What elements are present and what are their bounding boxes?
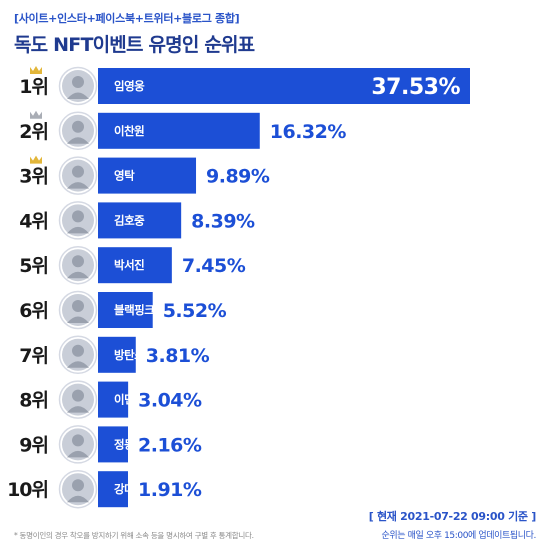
value-label: 5.52% xyxy=(163,300,227,322)
bar xyxy=(98,157,197,194)
avatar-head-icon xyxy=(72,300,84,312)
bar xyxy=(98,112,260,149)
avatar-body-icon xyxy=(67,182,89,189)
rank-label: 1위 xyxy=(19,76,48,98)
avatar-body-icon xyxy=(67,137,89,144)
value-label: 16.32% xyxy=(270,121,347,143)
bar xyxy=(98,426,128,463)
avatar-head-icon xyxy=(72,120,84,133)
rank-label: 5위 xyxy=(19,255,48,277)
chart-subtitle: [사이트+인스타+페이스북+트위터+블로그 종합] xyxy=(14,12,240,25)
avatar-head-icon xyxy=(72,434,84,447)
avatar-body-icon xyxy=(67,361,89,368)
rank-label: 7위 xyxy=(19,345,48,367)
avatar-body-icon xyxy=(67,495,89,503)
avatar-body-icon xyxy=(67,406,89,413)
bar-name-label: 영탁 xyxy=(114,169,135,183)
value-label: 3.81% xyxy=(146,345,210,367)
value-label: 7.45% xyxy=(182,255,246,277)
bar xyxy=(98,471,128,508)
bar xyxy=(98,381,129,418)
avatar-head-icon xyxy=(72,344,84,357)
rank-label: 4위 xyxy=(19,210,48,232)
avatar-body-icon xyxy=(67,450,89,458)
avatar-head-icon xyxy=(72,76,84,88)
value-label: 8.39% xyxy=(191,210,255,232)
value-label: 37.53% xyxy=(371,75,460,100)
bar-name-label: 방탄소년단 xyxy=(114,348,165,362)
bar xyxy=(98,292,153,328)
avatar-head-icon xyxy=(72,479,84,492)
chart-title: 독도 NFT이벤트 유명인 순위표 xyxy=(14,34,255,56)
value-label: 9.89% xyxy=(206,166,270,188)
rank-label: 2위 xyxy=(19,121,48,143)
value-label: 3.04% xyxy=(138,390,202,412)
rank-label: 3위 xyxy=(19,166,48,188)
rank-label: 9위 xyxy=(19,434,48,456)
rank-label: 6위 xyxy=(19,300,48,322)
value-label: 2.16% xyxy=(138,434,202,456)
footnote: * 동명이인의 경우 착오를 방지하기 위해 소속 등을 명시하여 구별 후 통… xyxy=(14,531,254,540)
as-of-timestamp: [ 현재 2021-07-22 09:00 기준 ] xyxy=(368,510,537,523)
bar-name-label: 박서진 xyxy=(114,258,144,272)
bar xyxy=(98,68,470,104)
bar-name-label: 임영웅 xyxy=(114,79,145,93)
bar-name-label: 강다니엘 xyxy=(114,482,154,496)
crown-icon xyxy=(30,110,42,119)
value-label: 1.91% xyxy=(138,479,202,501)
avatar-body-icon xyxy=(67,271,89,279)
avatar-head-icon xyxy=(72,255,84,268)
bar-name-label: 정동원 xyxy=(114,437,144,451)
bar-name-label: 김호중 xyxy=(114,213,145,227)
avatar-body-icon xyxy=(67,92,89,99)
rank-label: 8위 xyxy=(19,390,48,412)
bar-name-label: 블랙핑크 xyxy=(114,303,155,317)
avatar-head-icon xyxy=(72,165,84,178)
avatar-head-icon xyxy=(72,389,84,402)
bar-name-label: 이찬원 xyxy=(114,124,144,138)
avatar-body-icon xyxy=(67,316,89,323)
update-note: 순위는 매일 오후 15:00에 업데이트됩니다. xyxy=(381,531,537,541)
bar xyxy=(98,247,172,284)
avatar-head-icon xyxy=(72,210,84,223)
rank-label: 10위 xyxy=(7,479,48,501)
crown-icon xyxy=(30,155,42,164)
bar xyxy=(98,202,182,239)
crown-icon xyxy=(30,66,42,74)
bar-name-label: 이민호 xyxy=(114,393,145,407)
bar xyxy=(98,336,136,373)
avatar-body-icon xyxy=(67,226,89,234)
